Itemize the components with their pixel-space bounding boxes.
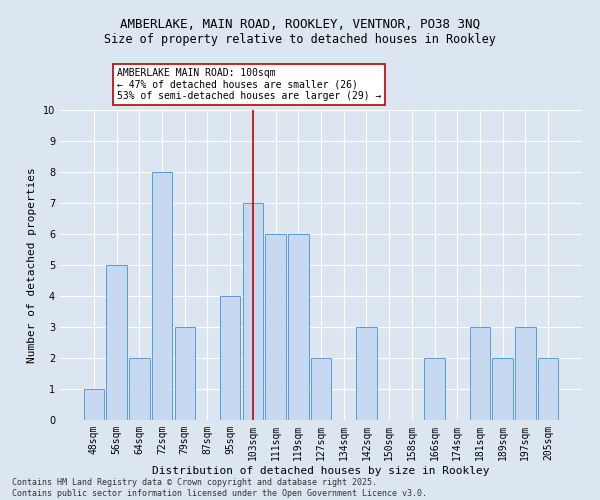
Text: AMBERLAKE, MAIN ROAD, ROOKLEY, VENTNOR, PO38 3NQ: AMBERLAKE, MAIN ROAD, ROOKLEY, VENTNOR, …: [120, 18, 480, 30]
Bar: [175, 327, 195, 420]
Bar: [220, 296, 241, 420]
Bar: [152, 172, 172, 420]
Bar: [265, 234, 286, 420]
Bar: [311, 358, 331, 420]
Bar: [493, 358, 513, 420]
Text: AMBERLAKE MAIN ROAD: 100sqm
← 47% of detached houses are smaller (26)
53% of sem: AMBERLAKE MAIN ROAD: 100sqm ← 47% of det…: [116, 68, 381, 100]
Text: Contains HM Land Registry data © Crown copyright and database right 2025.
Contai: Contains HM Land Registry data © Crown c…: [12, 478, 427, 498]
X-axis label: Distribution of detached houses by size in Rookley: Distribution of detached houses by size …: [152, 466, 490, 475]
Bar: [84, 389, 104, 420]
Bar: [106, 265, 127, 420]
Bar: [288, 234, 308, 420]
Bar: [538, 358, 558, 420]
Y-axis label: Number of detached properties: Number of detached properties: [28, 167, 37, 363]
Bar: [515, 327, 536, 420]
Bar: [356, 327, 377, 420]
Bar: [424, 358, 445, 420]
Bar: [470, 327, 490, 420]
Bar: [242, 203, 263, 420]
Bar: [129, 358, 149, 420]
Text: Size of property relative to detached houses in Rookley: Size of property relative to detached ho…: [104, 32, 496, 46]
